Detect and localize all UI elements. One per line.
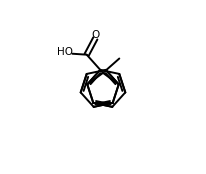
Text: HO: HO (57, 47, 73, 57)
Text: O: O (91, 30, 99, 40)
